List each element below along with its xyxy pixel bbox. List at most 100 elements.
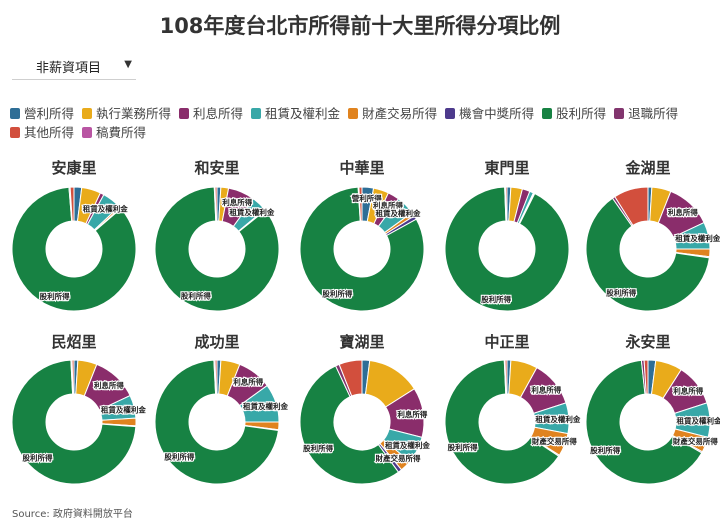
legend-item[interactable]: 機會中獎所得: [445, 104, 534, 123]
donut-slice: [299, 365, 400, 485]
legend-item[interactable]: 財產交易所得: [348, 104, 437, 123]
slice-label: 利息所得: [667, 207, 698, 217]
slice-label: 利息所得: [232, 377, 263, 387]
source-note: Source: 政府資料開放平台: [12, 509, 133, 520]
slice-label: 股利所得: [164, 451, 194, 461]
slice-label: 財產交易所得: [672, 436, 718, 446]
donut-slice: [643, 359, 649, 395]
donut-slice: [504, 359, 508, 395]
donut-slice: [585, 359, 703, 485]
legend-item[interactable]: 稿費所得: [82, 123, 146, 142]
donut-title: 金湖里: [624, 159, 670, 177]
legend-swatch: [445, 108, 456, 119]
slice-label: 租賃及權利金: [376, 208, 421, 218]
legend-item[interactable]: 執行業務所得: [82, 104, 171, 123]
donut-title: 東門里: [484, 159, 529, 177]
legend-label: 稿費所得: [96, 125, 147, 140]
donut-slice: [299, 186, 425, 312]
legend-item[interactable]: 利息所得: [179, 104, 243, 123]
legend-swatch: [251, 108, 262, 119]
donut-slice: [154, 186, 280, 312]
donut-slice: [11, 186, 137, 312]
slice-label: 租賃及權利金: [101, 404, 146, 414]
legend-label: 股利所得: [556, 106, 607, 121]
legend-label: 財產交易所得: [362, 106, 438, 121]
slice-label: 利息所得: [396, 409, 427, 419]
slice-label: 租賃及權利金: [385, 440, 430, 450]
legend-label: 退職所得: [628, 106, 679, 121]
legend-swatch: [10, 108, 20, 119]
slice-label: 利息所得: [530, 384, 561, 394]
slice-label: 財產交易所得: [531, 436, 577, 446]
donut-title: 和安里: [194, 159, 239, 177]
slice-label: 利息所得: [221, 197, 252, 207]
slice-label: 租賃及權利金: [676, 415, 720, 425]
donut-title: 成功里: [194, 333, 239, 351]
donut-slice: [69, 186, 75, 222]
chevron-down-icon: ▼: [124, 59, 132, 70]
slice-label: 股利所得: [606, 287, 636, 297]
slice-label: 股利所得: [22, 453, 52, 463]
donut-slice: [154, 359, 279, 485]
donut-slice: [444, 186, 570, 312]
slice-label: 租賃及權利金: [675, 233, 720, 243]
legend-label: 執行業務所得: [96, 106, 172, 121]
legend-swatch: [179, 108, 190, 119]
legend-swatch: [542, 108, 553, 119]
legend-swatch: [614, 108, 625, 119]
slice-label: 股利所得: [448, 442, 478, 452]
legend-swatch: [348, 108, 359, 119]
donut-slice: [614, 186, 649, 227]
donut-title: 中正里: [484, 333, 529, 351]
legend-item[interactable]: 股利所得: [542, 104, 606, 123]
slice-label: 租賃及權利金: [535, 414, 580, 424]
legend-label: 營利所得: [24, 106, 75, 121]
slice-label: 租賃及權利金: [229, 207, 274, 217]
donut-title: 中華里: [339, 159, 384, 177]
donut-title: 安康里: [51, 159, 96, 177]
slice-label: 財產交易所得: [375, 453, 421, 463]
donut-slice: [358, 186, 363, 222]
chart-legend: 營利所得 執行業務所得 利息所得 租賃及權利金 財產交易所得 機會中獎所得 股利所得 退職所得…: [10, 104, 710, 142]
slice-label: 利息所得: [672, 386, 703, 396]
legend-item[interactable]: 其他所得: [10, 123, 74, 142]
slice-label: 營利所得: [352, 193, 382, 203]
legend-swatch: [82, 127, 93, 138]
donut-slice: [504, 186, 508, 222]
income-type-dropdown[interactable]: 非薪資項目 ▼: [12, 53, 136, 80]
slice-label: 股利所得: [303, 443, 333, 453]
donut-slice: [214, 186, 218, 222]
legend-swatch: [82, 108, 93, 119]
legend-label: 租賃及權利金: [265, 106, 341, 121]
donut-slice: [11, 359, 137, 485]
donut-slice: [338, 359, 363, 397]
legend-label: 機會中獎所得: [459, 106, 535, 121]
donut-slice: [214, 359, 218, 395]
legend-item[interactable]: 租賃及權利金: [251, 104, 340, 123]
slice-label: 股利所得: [481, 294, 511, 304]
donut-title: 寶湖里: [339, 333, 384, 351]
donut-title: 永安里: [624, 333, 670, 351]
slice-label: 股利所得: [40, 291, 70, 301]
legend-label: 利息所得: [193, 106, 244, 121]
slice-label: 利息所得: [93, 380, 124, 390]
slice-label: 利息所得: [372, 200, 403, 210]
slice-label: 股利所得: [181, 290, 211, 300]
legend-item[interactable]: 退職所得: [614, 104, 678, 123]
legend-item[interactable]: 營利所得: [10, 104, 74, 123]
donut-slice: [585, 197, 710, 312]
donut-slice: [444, 359, 560, 485]
chart-title: 108年度台北市所得前十大里所得分項比例: [159, 14, 561, 38]
slice-label: 股利所得: [590, 445, 620, 455]
